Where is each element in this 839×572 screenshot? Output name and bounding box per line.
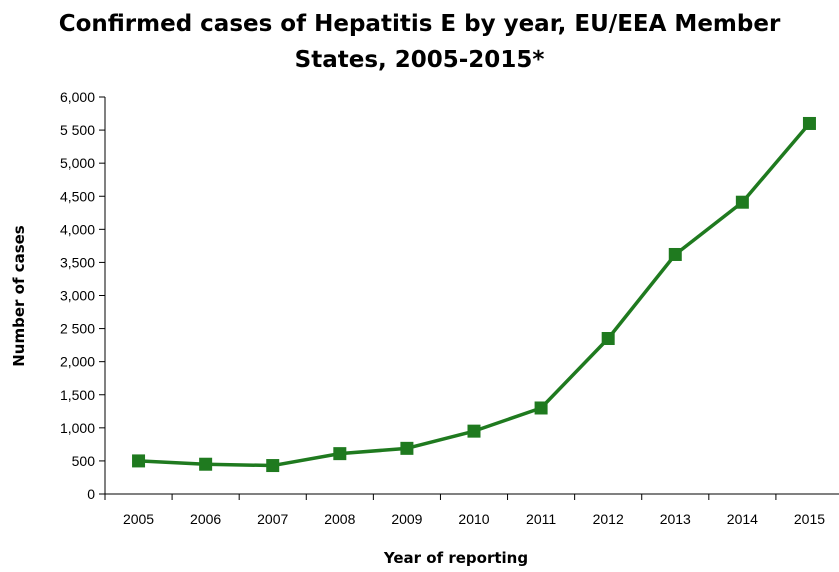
data-point-marker [534,401,548,415]
y-tick-label: 4,500 [60,188,95,204]
y-tick-label: 500 [72,453,96,469]
x-tick-label: 2009 [391,511,422,527]
data-point-marker [467,424,481,438]
chart-title-line-2: States, 2005-2015* [294,47,545,73]
y-tick-label: 0 [87,486,95,502]
data-point-marker [400,441,414,455]
y-axis-title: Number of cases [10,225,28,367]
data-point-marker [668,247,682,261]
data-point-marker [266,459,280,473]
data-point-marker [735,195,749,209]
series-group [132,116,816,473]
y-tick-label: 5,000 [60,155,95,171]
x-tick-label: 2011 [526,511,556,527]
data-point-marker [132,454,146,468]
chart-title: Confirmed cases of Hepatitis E by year, … [0,6,839,78]
x-axis: 2005 2006 2007 2008 2009 2010 2011 2012 2013 2014… [104,493,839,527]
x-tick-label: 2010 [458,511,489,527]
x-tick-label: 2006 [190,511,221,527]
y-tick-label: 5 500 [60,122,95,138]
y-tick-label: 6,000 [60,89,95,105]
data-point-marker [199,457,213,471]
series-line [138,122,811,468]
y-tick-label: 1,500 [60,387,95,403]
y-tick-label: 3,000 [60,288,95,304]
x-tick-label: 2012 [593,511,624,527]
y-tick-label: 3,500 [60,254,95,270]
data-point-marker [333,447,347,461]
x-tick-label: 2014 [727,511,758,527]
x-tick-label: 2007 [257,511,288,527]
y-tick-label: 4,000 [60,221,95,237]
data-point-marker [802,116,816,130]
x-tick-label: 2005 [123,511,154,527]
y-tick-label: 2 500 [60,321,95,337]
x-tick-label: 2013 [660,511,691,527]
data-point-marker [601,332,615,346]
y-axis: 0 500 1,000 1,500 2,000 2 500 3,000 3,500 4,000 4… [60,89,106,502]
x-tick-label: 2008 [324,511,355,527]
chart-title-line-1: Confirmed cases of Hepatitis E by year, … [58,11,781,37]
x-axis-title: Year of reporting [383,549,528,567]
y-tick-label: 1,000 [60,420,95,436]
x-tick-label: 2015 [794,511,825,527]
y-tick-label: 2,000 [60,354,95,370]
